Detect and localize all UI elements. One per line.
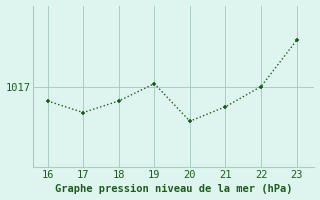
- X-axis label: Graphe pression niveau de la mer (hPa): Graphe pression niveau de la mer (hPa): [55, 184, 292, 194]
